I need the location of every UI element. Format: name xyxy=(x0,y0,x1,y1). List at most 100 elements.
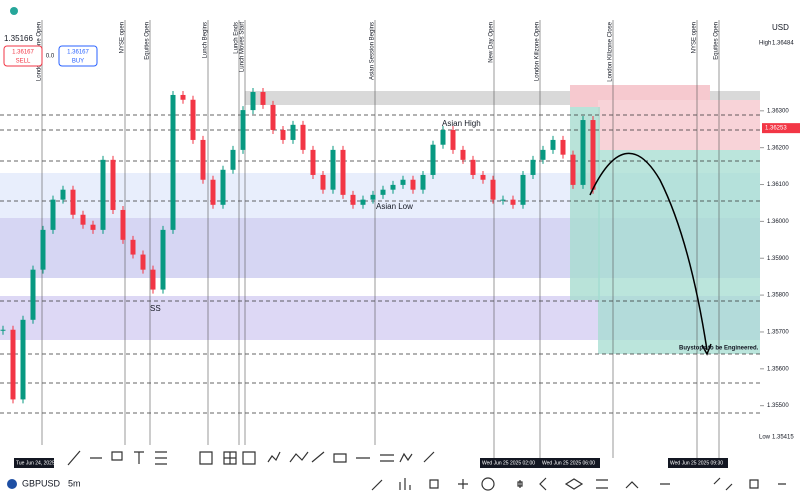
candle xyxy=(570,154,576,185)
candle xyxy=(250,92,256,111)
tick-label: 1.35900 xyxy=(767,256,789,262)
candle xyxy=(500,199,506,201)
candle xyxy=(410,179,416,190)
tick-label: 1.36300 xyxy=(767,108,789,114)
candle xyxy=(420,174,426,190)
time-label: Wed Jun 25 2025 09:30 xyxy=(670,460,723,466)
time-label: Wed Jun 25 2025 02:00 xyxy=(482,460,535,466)
candle xyxy=(210,179,216,205)
candle xyxy=(150,269,156,290)
bottom-icons[interactable] xyxy=(371,477,786,491)
tick-label: 1.35600 xyxy=(767,366,789,372)
candle xyxy=(20,319,26,400)
tick-label: 1.36000 xyxy=(767,219,789,225)
candle xyxy=(140,254,146,270)
session-label: Asian Session Begins xyxy=(370,22,376,80)
candle xyxy=(170,94,176,230)
zones xyxy=(0,85,760,354)
high-label: High xyxy=(759,41,771,47)
candle xyxy=(460,149,466,160)
ss-label: SS xyxy=(150,304,161,313)
asian-high: Asian High xyxy=(442,119,481,128)
candle xyxy=(590,120,596,190)
candle xyxy=(540,149,546,160)
candle xyxy=(80,214,86,225)
spread: 0.0 xyxy=(46,54,55,60)
candle xyxy=(30,269,36,320)
low-label: Low xyxy=(759,435,771,441)
candle xyxy=(490,179,496,200)
candle xyxy=(400,179,406,185)
buy-button[interactable] xyxy=(58,45,98,67)
session-label: NYSE open xyxy=(120,22,126,53)
tick-label: 1.35700 xyxy=(767,330,789,336)
candle xyxy=(0,329,6,331)
candle xyxy=(480,174,486,180)
price-axis xyxy=(760,20,800,458)
session-label: Equities Open xyxy=(714,22,720,60)
candle xyxy=(190,99,196,140)
tool-icons[interactable] xyxy=(67,450,435,466)
time-box xyxy=(540,458,600,468)
candle xyxy=(320,174,326,190)
candle xyxy=(580,120,586,185)
candle xyxy=(110,159,116,210)
asian-low: Asian Low xyxy=(376,202,413,211)
candle xyxy=(230,149,236,170)
candle xyxy=(440,129,446,145)
candle xyxy=(260,92,266,105)
session-label: New Day Open xyxy=(489,22,495,63)
candle xyxy=(100,159,106,230)
candle xyxy=(530,159,536,175)
candle xyxy=(510,199,516,205)
time-box xyxy=(668,458,728,468)
buy-price: 1.36167 xyxy=(67,50,89,56)
level-lines xyxy=(0,114,760,414)
tick-label: 1.36200 xyxy=(767,145,789,151)
candle xyxy=(380,189,386,195)
candle xyxy=(550,139,556,150)
sell-button[interactable] xyxy=(3,45,43,67)
symbol: GBPUSD xyxy=(22,478,61,488)
candle xyxy=(240,110,246,150)
candles xyxy=(0,88,596,404)
candle xyxy=(300,124,306,150)
candle xyxy=(70,189,76,215)
buystops-label: Buystops to be Engineered. xyxy=(679,346,759,352)
candle xyxy=(10,329,16,400)
candle xyxy=(520,174,526,205)
price-ticks: 1.36300 1.36200 1.36100 1.36000 1.35900 1.358… xyxy=(760,108,800,409)
sell-price: 1.36167 xyxy=(12,50,34,56)
candle xyxy=(90,224,96,230)
candle xyxy=(290,124,296,140)
candle xyxy=(280,129,286,140)
candle xyxy=(200,139,206,180)
candle xyxy=(330,149,336,190)
time-box xyxy=(480,458,540,468)
candle xyxy=(390,184,396,190)
session-label: London Killzone Close xyxy=(608,21,614,81)
session-label: NYSE open xyxy=(692,22,698,53)
candle xyxy=(470,159,476,175)
candle xyxy=(60,189,66,200)
time-label: Tue Jun 24, 2025 xyxy=(16,460,55,466)
candle xyxy=(430,144,436,175)
candle xyxy=(310,149,316,175)
buy-text: BUY xyxy=(72,59,84,65)
candle xyxy=(40,229,46,270)
projection-arrow xyxy=(589,152,708,351)
last-price: 1.35166 xyxy=(4,34,33,43)
tick-label: 1.36100 xyxy=(767,182,789,188)
session-label: Lunch Moves Start xyxy=(240,22,246,72)
tick-label: 1.35500 xyxy=(767,403,789,409)
session-label: London Killzone Open xyxy=(535,22,541,81)
candle xyxy=(180,94,186,100)
sell-text: SELL xyxy=(16,59,31,65)
candle xyxy=(50,199,56,230)
candle xyxy=(220,169,226,205)
drawing-toolbar xyxy=(0,445,440,467)
high-value: 1.36484 xyxy=(772,41,794,47)
candle xyxy=(370,194,376,200)
tick-label: 1.35800 xyxy=(767,293,789,299)
session-label: Equities Open xyxy=(145,22,151,60)
